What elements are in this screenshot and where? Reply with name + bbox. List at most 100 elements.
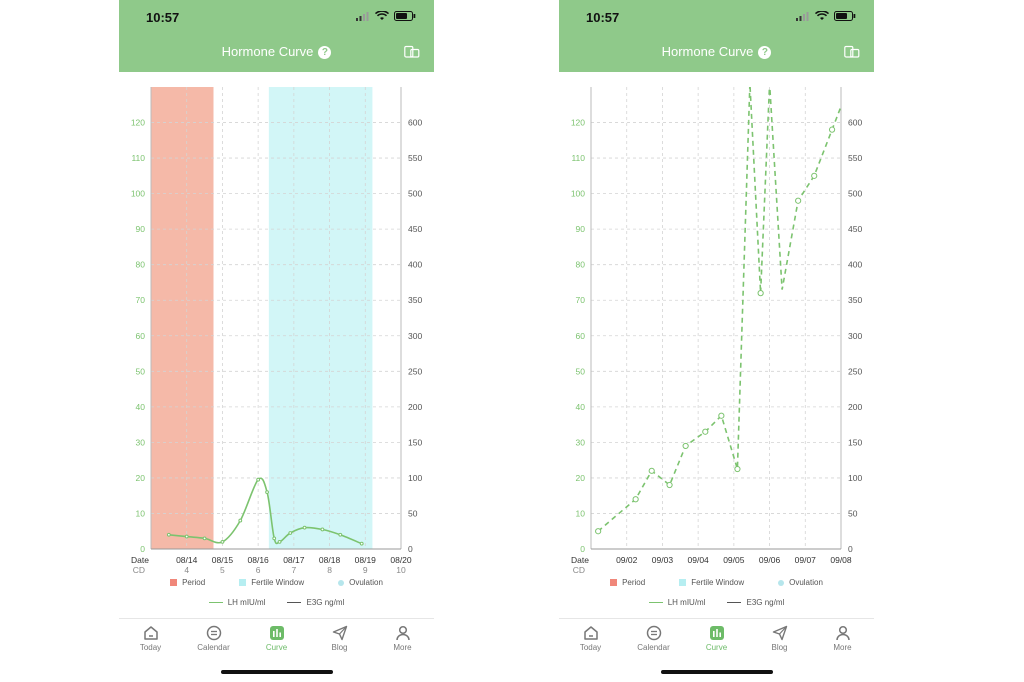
legend-ovulation-label: Ovulation <box>789 578 823 587</box>
y-tick-label-right: 200 <box>848 402 862 412</box>
tab-blog[interactable]: Blog <box>748 619 811 663</box>
x-tick-label: 08/18 <box>319 555 341 565</box>
y-tick-label-right: 350 <box>848 295 862 305</box>
tab-today[interactable]: Today <box>119 619 182 663</box>
ovulation-swatch <box>778 579 785 586</box>
series-line-lh <box>597 87 841 532</box>
data-point <box>277 539 282 544</box>
status-time: 10:57 <box>586 10 620 25</box>
y-tick-label-left: 110 <box>131 153 145 163</box>
lh-swatch <box>648 602 663 603</box>
y-tick-label-right: 450 <box>408 224 422 234</box>
cd-tick-label: 6 <box>256 565 261 575</box>
help-icon[interactable]: ? <box>318 46 332 59</box>
y-tick-label-left: 0 <box>140 544 145 554</box>
tab-blog[interactable]: Blog <box>308 619 371 663</box>
y-tick-label-right: 550 <box>408 153 422 163</box>
y-tick-label-right: 400 <box>408 260 422 270</box>
y-tick-label-left: 10 <box>136 508 146 518</box>
legend-lh-label: LH mIU/ml <box>227 598 266 607</box>
legend-fertile: Fertile Window <box>679 578 744 587</box>
status-time: 10:57 <box>146 10 180 25</box>
legend-lh-label: LH mIU/ml <box>667 598 706 607</box>
home-icon <box>583 626 598 640</box>
home-indicator <box>221 670 333 674</box>
data-point <box>184 534 189 539</box>
page-title-text: Hormone Curve <box>221 44 314 59</box>
y-tick-label-left: 30 <box>136 437 146 447</box>
cd-tick-label: 10 <box>396 565 406 575</box>
data-point <box>632 496 639 503</box>
paper-plane-icon <box>772 625 787 641</box>
signal-icon <box>356 11 369 21</box>
help-icon[interactable]: ? <box>758 46 772 59</box>
y-tick-label-right: 500 <box>408 189 422 199</box>
tab-more-label: More <box>833 643 852 652</box>
tab-today-label: Today <box>139 643 162 652</box>
tab-today-label: Today <box>579 643 602 652</box>
y-tick-label-left: 120 <box>571 118 585 128</box>
data-point <box>320 527 325 532</box>
legend-e3g: E3G ng/ml <box>287 598 344 607</box>
cd-tick-label: 4 <box>184 565 189 575</box>
tab-today[interactable]: Today <box>559 619 622 663</box>
cd-tick-label: 8 <box>327 565 332 575</box>
tab-more[interactable]: More <box>811 619 874 663</box>
y-tick-label-right: 50 <box>408 508 418 518</box>
person-icon <box>835 625 850 641</box>
y-tick-label-left: 100 <box>131 189 145 199</box>
tab-calendar[interactable]: Calendar <box>182 619 245 663</box>
y-tick-label-right: 0 <box>408 544 413 554</box>
data-point <box>288 531 293 535</box>
share-icon[interactable] <box>404 45 420 59</box>
tab-more[interactable]: More <box>371 619 434 663</box>
legend-fertile-label: Fertile Window <box>691 578 745 587</box>
data-point <box>795 197 802 204</box>
y-tick-label-right: 50 <box>848 508 858 518</box>
tab-calendar[interactable]: Calendar <box>622 619 685 663</box>
y-tick-label-left: 70 <box>576 295 586 305</box>
tab-blog-label: Blog <box>771 643 788 652</box>
phone-screen-left: 10:57 Hormone Curve? 0 10 20 30 40 50 60 70 80 90… <box>119 0 434 682</box>
y-tick-label-right: 450 <box>848 224 862 234</box>
y-tick-label-left: 60 <box>576 331 586 341</box>
app-header: 10:57 Hormone Curve? <box>559 0 874 72</box>
tab-more-label: More <box>393 643 412 652</box>
data-point <box>811 172 818 179</box>
calendar-icon <box>206 625 221 641</box>
tab-bar: Today Calendar Curve Blog More <box>559 618 874 663</box>
data-point <box>648 467 655 474</box>
y-tick-label-left: 110 <box>571 153 585 163</box>
y-tick-label-left: 40 <box>576 402 586 412</box>
status-icons <box>796 11 856 21</box>
x-tick-label: 08/20 <box>390 555 412 565</box>
y-tick-label-left: 60 <box>136 331 146 341</box>
page-title: Hormone Curve? <box>119 44 434 59</box>
y-tick-label-left: 100 <box>571 189 585 199</box>
legend-series: LH mIU/ml E3G ng/ml <box>559 598 874 607</box>
y-tick-label-left: 80 <box>576 260 586 270</box>
legend-ovulation-label: Ovulation <box>349 578 383 587</box>
x-tick-label: 08/16 <box>248 555 270 565</box>
share-icon[interactable] <box>844 45 860 59</box>
x-tick-label: 08/14 <box>176 555 198 565</box>
tab-curve[interactable]: Curve <box>245 619 308 663</box>
data-point <box>272 536 277 541</box>
e3g-swatch <box>287 602 302 603</box>
lh-swatch <box>208 602 223 603</box>
y-tick-label-left: 70 <box>136 295 146 305</box>
y-tick-label-left: 80 <box>136 260 146 270</box>
legend-period: Period <box>170 578 205 587</box>
y-tick-label-right: 600 <box>848 118 862 128</box>
app-header: 10:57 Hormone Curve? <box>119 0 434 72</box>
data-point <box>166 532 171 537</box>
data-point <box>265 490 269 495</box>
legend-period-label: Period <box>622 578 646 587</box>
status-icons <box>356 11 416 21</box>
x-tick-label: 09/04 <box>688 555 710 565</box>
legend-phases: Period Fertile Window Ovulation <box>119 578 434 587</box>
tab-bar: Today Calendar Curve Blog More <box>119 618 434 663</box>
tab-curve[interactable]: Curve <box>685 619 748 663</box>
data-point <box>302 525 307 530</box>
data-point <box>256 477 261 482</box>
